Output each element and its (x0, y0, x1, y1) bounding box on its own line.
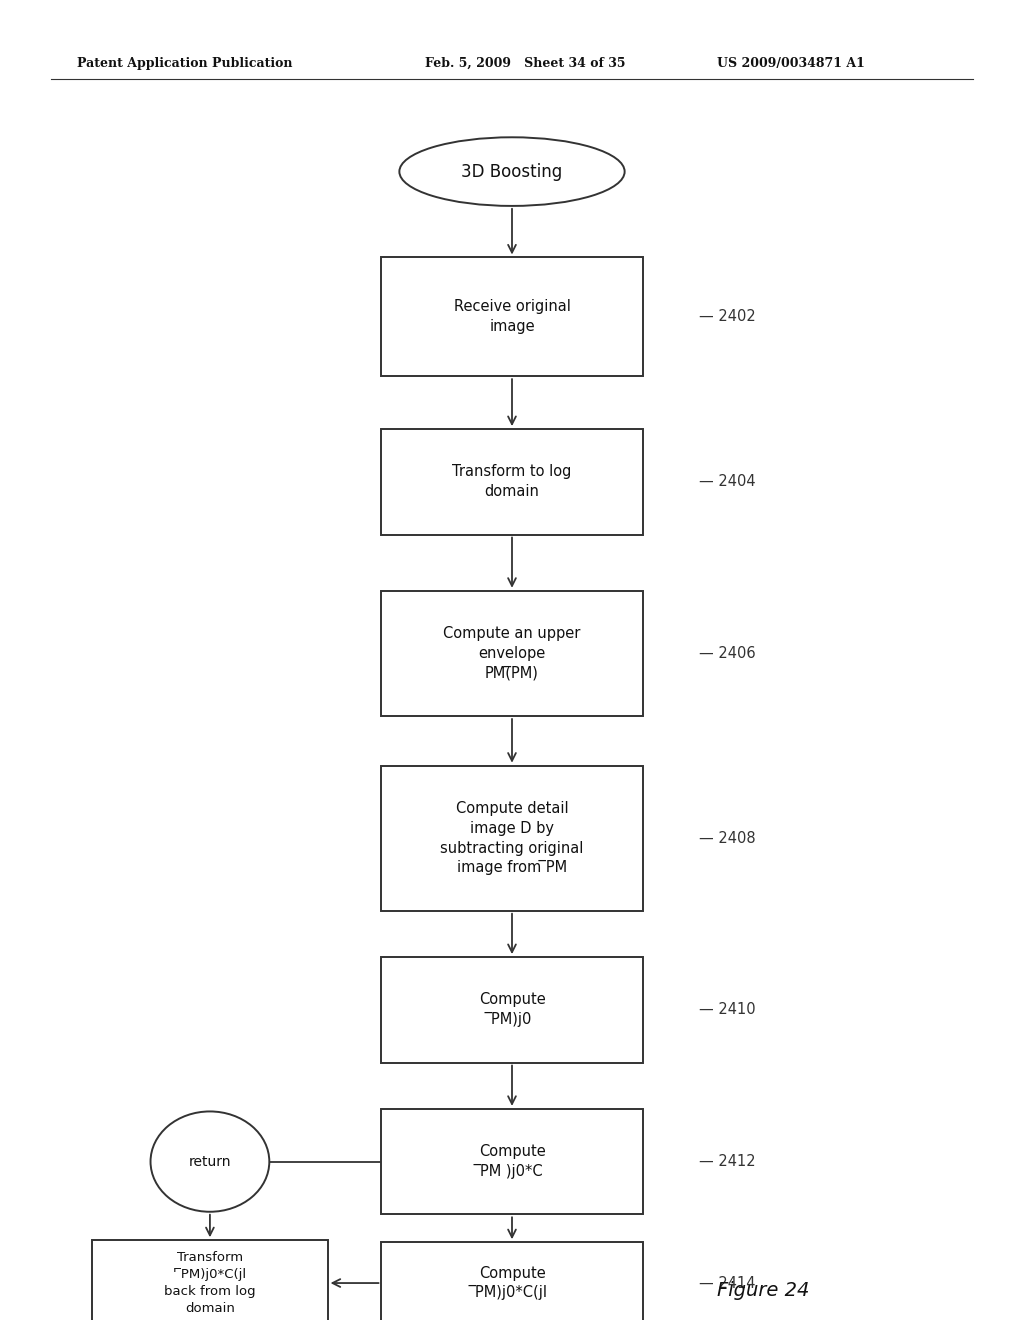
Text: 3D Boosting: 3D Boosting (462, 162, 562, 181)
Text: Compute an upper
envelope
PM(̅PM): Compute an upper envelope PM(̅PM) (443, 626, 581, 681)
FancyBboxPatch shape (381, 591, 643, 715)
Text: — 2406: — 2406 (698, 645, 756, 661)
Text: Compute detail
image D by
subtracting original
image from ̅PM: Compute detail image D by subtracting or… (440, 801, 584, 875)
Ellipse shape (399, 137, 625, 206)
Text: Feb. 5, 2009   Sheet 34 of 35: Feb. 5, 2009 Sheet 34 of 35 (425, 57, 626, 70)
Text: Patent Application Publication: Patent Application Publication (77, 57, 292, 70)
Text: Receive original
image: Receive original image (454, 300, 570, 334)
Text: — 2414: — 2414 (698, 1275, 756, 1291)
Text: Transform to log
domain: Transform to log domain (453, 465, 571, 499)
Text: Compute
̅PM)j0*C(jl: Compute ̅PM)j0*C(jl (476, 1266, 548, 1300)
Text: — 2402: — 2402 (698, 309, 756, 325)
Text: — 2410: — 2410 (698, 1002, 756, 1018)
FancyBboxPatch shape (381, 766, 643, 911)
Text: US 2009/0034871 A1: US 2009/0034871 A1 (717, 57, 864, 70)
Text: Figure 24: Figure 24 (717, 1282, 809, 1300)
FancyBboxPatch shape (381, 429, 643, 535)
Text: — 2408: — 2408 (698, 830, 756, 846)
Text: Compute
̅PM)j0: Compute ̅PM)j0 (478, 993, 546, 1027)
Text: Compute
̅PM )j0*C: Compute ̅PM )j0*C (478, 1144, 546, 1179)
Ellipse shape (151, 1111, 269, 1212)
Text: return: return (188, 1155, 231, 1168)
FancyBboxPatch shape (381, 257, 643, 376)
Text: — 2412: — 2412 (698, 1154, 756, 1170)
FancyBboxPatch shape (92, 1241, 328, 1320)
FancyBboxPatch shape (381, 957, 643, 1063)
FancyBboxPatch shape (381, 1242, 643, 1320)
FancyBboxPatch shape (381, 1109, 643, 1214)
Text: — 2404: — 2404 (698, 474, 756, 490)
Text: Transform
' ̅PM)j0*C(jl
back from log
domain: Transform ' ̅PM)j0*C(jl back from log do… (164, 1251, 256, 1315)
